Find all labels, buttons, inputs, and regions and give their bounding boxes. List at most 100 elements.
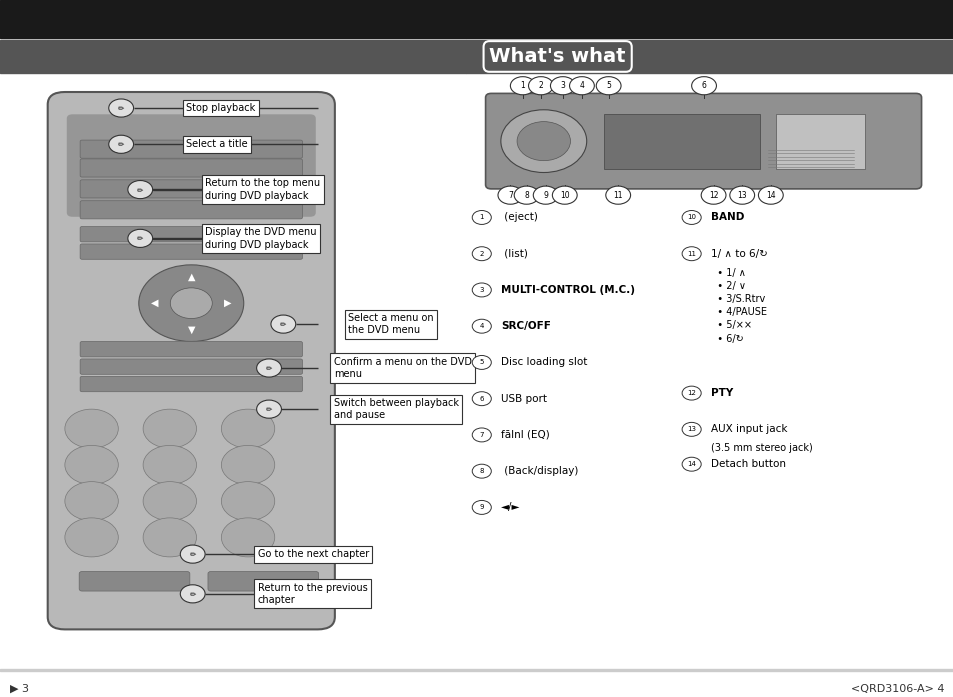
FancyBboxPatch shape (80, 140, 302, 158)
Text: 4: 4 (578, 82, 584, 90)
Text: Select a title: Select a title (186, 139, 248, 149)
Circle shape (681, 457, 700, 471)
Circle shape (681, 210, 700, 224)
Circle shape (691, 77, 716, 95)
Text: BAND: BAND (710, 213, 743, 222)
Circle shape (681, 386, 700, 400)
FancyBboxPatch shape (80, 342, 302, 357)
Circle shape (472, 319, 491, 333)
Text: Switch between playback
and pause: Switch between playback and pause (334, 398, 458, 420)
Text: Go to the next chapter: Go to the next chapter (257, 549, 369, 559)
Text: ✏: ✏ (266, 405, 272, 413)
Bar (465, 40, 953, 73)
Bar (0, 669, 953, 671)
Text: (Back/display): (Back/display) (500, 466, 578, 476)
Text: 5: 5 (479, 360, 483, 365)
Text: Return to the previous
chapter: Return to the previous chapter (257, 583, 367, 605)
Text: 9: 9 (542, 191, 548, 199)
Text: • 1/ ∧
  • 2/ ∨
  • 3/S.Rtrv
  • 4/PAUSE
  • 5/××
  • 6/↻: • 1/ ∧ • 2/ ∨ • 3/S.Rtrv • 4/PAUSE • 5/×… (710, 268, 766, 344)
Text: SRC/OFF: SRC/OFF (500, 321, 550, 331)
Text: Return to the top menu
during DVD playback: Return to the top menu during DVD playba… (205, 178, 320, 201)
Circle shape (497, 186, 522, 204)
Circle shape (569, 77, 594, 95)
FancyBboxPatch shape (79, 572, 190, 591)
Text: 7: 7 (479, 432, 483, 438)
Text: USB port: USB port (500, 394, 546, 404)
Text: Display the DVD menu
during DVD playback: Display the DVD menu during DVD playback (205, 227, 316, 250)
Circle shape (472, 500, 491, 514)
Circle shape (550, 77, 575, 95)
Text: 6: 6 (700, 82, 706, 90)
Text: ◄/►: ◄/► (500, 503, 519, 512)
Circle shape (143, 445, 196, 484)
Text: PTY: PTY (710, 388, 732, 398)
Text: 12: 12 (686, 390, 696, 396)
Text: ✏: ✏ (137, 234, 143, 243)
Text: 9: 9 (479, 505, 483, 510)
Circle shape (681, 422, 700, 436)
Circle shape (109, 135, 133, 153)
FancyBboxPatch shape (80, 159, 302, 177)
Text: 8: 8 (479, 468, 483, 474)
Text: ▼: ▼ (188, 325, 194, 335)
Circle shape (596, 77, 620, 95)
Circle shape (143, 482, 196, 521)
Circle shape (472, 210, 491, 224)
Circle shape (472, 428, 491, 442)
Text: 6: 6 (479, 396, 483, 401)
Text: ✏: ✏ (118, 140, 124, 148)
Text: ✏: ✏ (137, 185, 143, 194)
Text: 2: 2 (538, 82, 542, 90)
Text: AUX input jack: AUX input jack (710, 424, 786, 434)
Text: Stop playback: Stop playback (186, 103, 255, 113)
Circle shape (472, 247, 491, 261)
Circle shape (514, 186, 538, 204)
Circle shape (700, 186, 725, 204)
FancyBboxPatch shape (48, 92, 335, 629)
Text: 14: 14 (765, 191, 775, 199)
Text: ▶ 3: ▶ 3 (10, 684, 29, 694)
Bar (0, 40, 465, 73)
Text: ✏: ✏ (118, 104, 124, 112)
Circle shape (143, 409, 196, 448)
Text: 11: 11 (686, 251, 696, 256)
FancyBboxPatch shape (80, 201, 302, 219)
Circle shape (143, 518, 196, 557)
Circle shape (472, 392, 491, 406)
Text: 11: 11 (613, 191, 622, 199)
Text: 13: 13 (686, 427, 696, 432)
Circle shape (180, 545, 205, 563)
FancyBboxPatch shape (775, 114, 864, 169)
Text: Select a menu on
the DVD menu: Select a menu on the DVD menu (348, 313, 434, 335)
Text: 4: 4 (479, 323, 483, 329)
Circle shape (221, 445, 274, 484)
Text: 10: 10 (686, 215, 696, 220)
Circle shape (729, 186, 754, 204)
Circle shape (139, 265, 244, 342)
Text: 12: 12 (708, 191, 718, 199)
Text: ◀: ◀ (152, 298, 158, 308)
Text: ✏: ✏ (190, 550, 195, 558)
FancyBboxPatch shape (603, 114, 760, 169)
Text: ✏: ✏ (266, 364, 272, 372)
Circle shape (65, 518, 118, 557)
Text: (eject): (eject) (500, 213, 537, 222)
Circle shape (221, 482, 274, 521)
Circle shape (517, 122, 570, 161)
Text: 5: 5 (605, 82, 611, 90)
Text: (3.5 mm stereo jack): (3.5 mm stereo jack) (710, 443, 812, 453)
Bar (0, 0, 953, 38)
Circle shape (221, 518, 274, 557)
Circle shape (500, 110, 586, 173)
Circle shape (681, 247, 700, 261)
Text: ✏: ✏ (280, 320, 286, 328)
Text: ▶: ▶ (224, 298, 231, 308)
Text: (list): (list) (500, 249, 527, 259)
Text: Disc loading slot: Disc loading slot (500, 358, 587, 367)
Circle shape (128, 181, 152, 199)
FancyBboxPatch shape (80, 227, 302, 242)
Circle shape (221, 409, 274, 448)
FancyBboxPatch shape (80, 244, 302, 259)
Circle shape (65, 409, 118, 448)
Circle shape (256, 400, 281, 418)
